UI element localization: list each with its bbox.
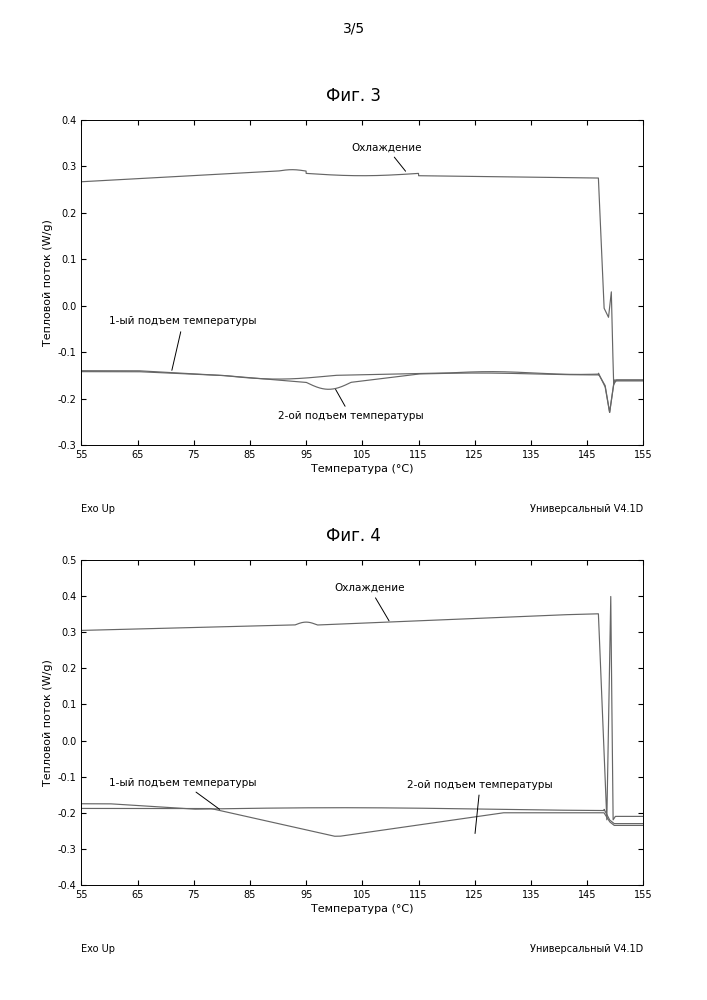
Text: Фиг. 4: Фиг. 4 — [326, 527, 381, 545]
Text: Exo Up: Exo Up — [81, 944, 115, 954]
Text: 2-ой подъем температуры: 2-ой подъем температуры — [278, 389, 423, 421]
X-axis label: Температура (°C): Температура (°C) — [311, 904, 414, 914]
X-axis label: Температура (°C): Температура (°C) — [311, 464, 414, 474]
Text: 2-ой подъем температуры: 2-ой подъем температуры — [407, 780, 553, 833]
Text: Охлаждение: Охлаждение — [351, 142, 421, 171]
Text: Охлаждение: Охлаждение — [334, 583, 404, 621]
Text: Фиг. 3: Фиг. 3 — [326, 87, 381, 105]
Text: Универсальный V4.1D: Универсальный V4.1D — [530, 944, 643, 954]
Text: 1-ый подъем температуры: 1-ый подъем температуры — [110, 778, 257, 809]
Text: Универсальный V4.1D: Универсальный V4.1D — [530, 504, 643, 514]
Text: 1-ый подъем температуры: 1-ый подъем температуры — [110, 316, 257, 370]
Text: 3/5: 3/5 — [342, 22, 365, 36]
Y-axis label: Тепловой поток (W/g): Тепловой поток (W/g) — [43, 659, 54, 786]
Text: Exo Up: Exo Up — [81, 504, 115, 514]
Y-axis label: Тепловой поток (W/g): Тепловой поток (W/g) — [43, 219, 54, 346]
